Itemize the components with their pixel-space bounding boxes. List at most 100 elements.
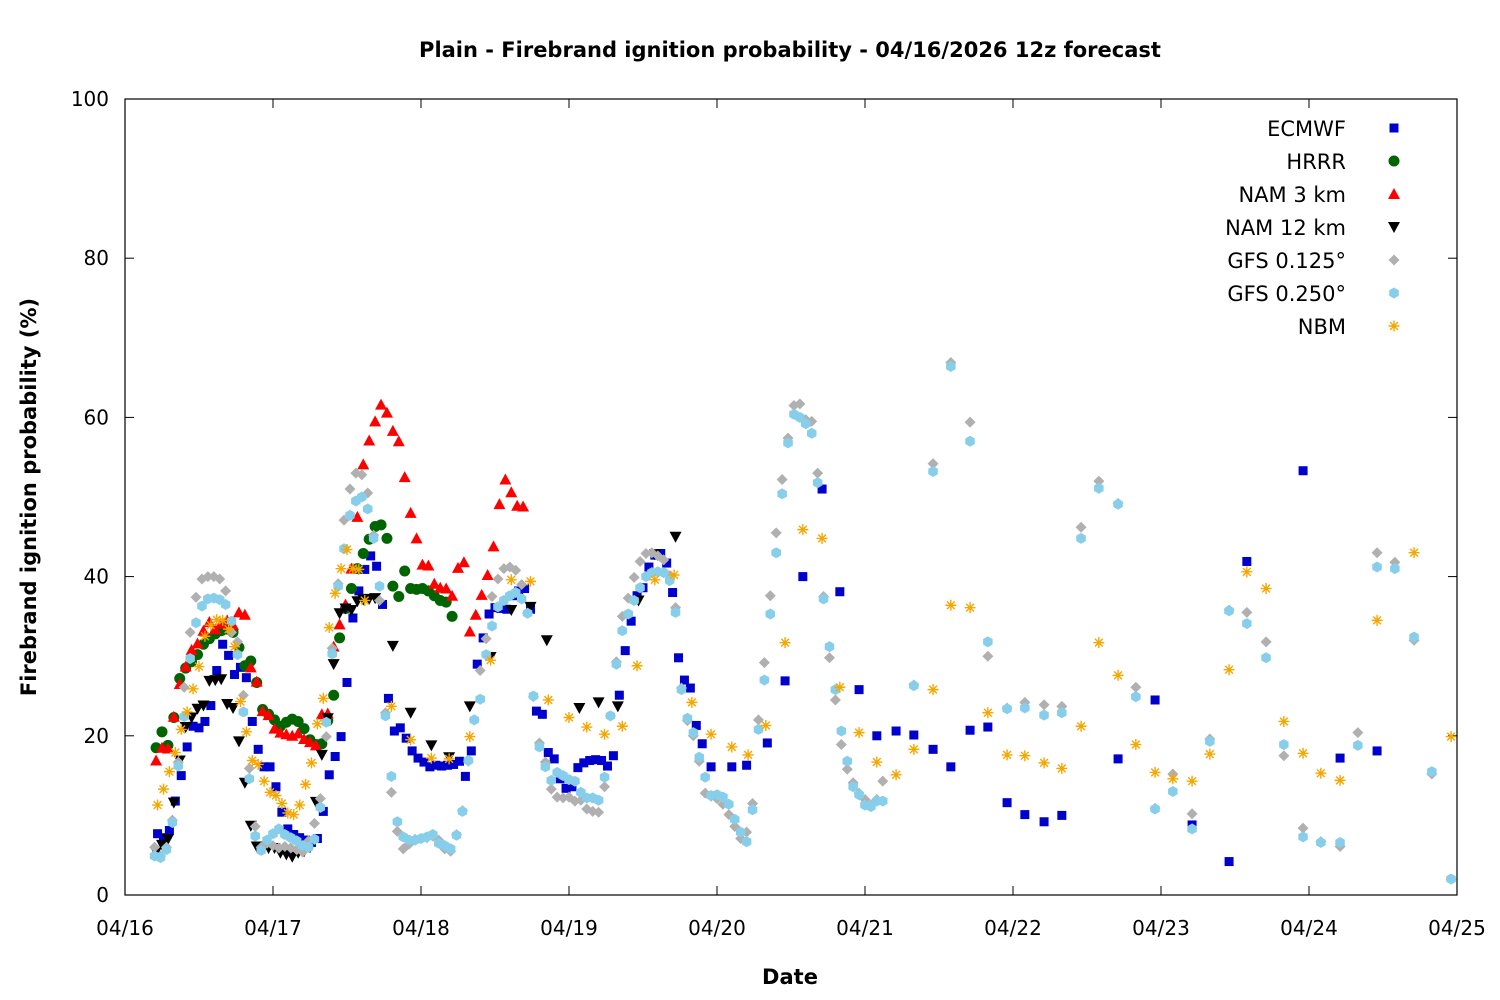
data-point: [1038, 757, 1050, 769]
data-point: [812, 467, 824, 479]
data-point: [232, 736, 245, 748]
data-point: [1297, 822, 1309, 834]
data-point: [246, 754, 258, 766]
data-point: [381, 532, 393, 544]
data-point: [286, 851, 299, 863]
data-point: [194, 723, 204, 733]
data-point: [205, 619, 217, 631]
data-point: [608, 751, 618, 761]
data-point: [1279, 739, 1289, 751]
data-point: [764, 590, 776, 602]
data-point: [383, 693, 393, 703]
data-point: [1353, 739, 1363, 751]
data-point: [161, 742, 174, 754]
data-point: [167, 710, 180, 722]
data-point: [669, 531, 682, 543]
data-point: [191, 637, 204, 649]
data-point: [1298, 831, 1308, 843]
data-point: [385, 700, 397, 712]
data-point: [909, 730, 919, 740]
data-point: [298, 723, 310, 735]
legend-label: NAM 12 km: [1225, 216, 1346, 240]
data-point: [294, 799, 306, 811]
data-point: [1371, 547, 1383, 559]
data-point: [1371, 614, 1383, 626]
data-point: [528, 690, 539, 702]
data-point: [545, 783, 557, 795]
y-tick-label: 20: [84, 724, 109, 748]
data-point: [1298, 466, 1308, 476]
data-point: [649, 574, 661, 586]
data-point: [314, 793, 326, 805]
data-point: [758, 657, 770, 669]
data-point: [1205, 735, 1215, 747]
data-point: [1001, 749, 1013, 761]
data-point: [443, 760, 453, 770]
data-point: [197, 700, 210, 712]
data-point: [505, 605, 518, 617]
data-point: [1223, 664, 1235, 676]
data-point: [499, 473, 512, 485]
data-point: [1204, 748, 1216, 760]
data-point: [520, 584, 530, 594]
data-point: [759, 674, 770, 686]
data-point: [405, 734, 417, 746]
data-point: [842, 755, 852, 767]
data-point: [1094, 482, 1104, 494]
data-points: [149, 356, 1457, 885]
data-point: [446, 589, 459, 601]
x-tick-label: 04/22: [984, 916, 1042, 940]
data-point: [199, 630, 211, 642]
data-point: [626, 616, 636, 626]
data-point: [380, 406, 393, 418]
data-point: [540, 635, 553, 647]
data-point: [182, 742, 192, 752]
data-point: [697, 739, 707, 749]
data-point: [1057, 707, 1067, 719]
data-point: [965, 435, 975, 447]
data-point: [705, 728, 717, 740]
data-point: [599, 781, 611, 793]
data-point: [387, 580, 399, 592]
data-point: [567, 782, 577, 792]
data-point: [428, 577, 441, 589]
data-point: [320, 731, 332, 743]
data-point: [585, 755, 595, 765]
data-point: [730, 813, 740, 825]
data-point: [300, 778, 312, 790]
data-point: [161, 834, 174, 846]
data-point: [890, 769, 902, 781]
x-tick-label: 04/25: [1428, 916, 1486, 940]
data-point: [1261, 652, 1271, 664]
series-gfs-0-250: [149, 361, 1456, 885]
x-tick-label: 04/16: [96, 916, 154, 940]
data-point: [591, 755, 601, 765]
data-point: [209, 623, 222, 635]
chart-title: Plain - Firebrand ignition probability -…: [419, 38, 1161, 62]
data-point: [798, 572, 808, 582]
data-point: [1113, 754, 1123, 764]
data-point: [1427, 766, 1437, 778]
data-point: [176, 771, 186, 781]
data-point: [540, 761, 551, 773]
legend-label: HRRR: [1286, 150, 1346, 174]
data-point: [392, 435, 405, 447]
data-point: [206, 701, 216, 711]
data-point: [927, 458, 939, 470]
data-point: [486, 591, 498, 602]
data-point: [818, 593, 829, 605]
data-point: [824, 641, 835, 653]
data-point: [264, 786, 276, 798]
data-point: [457, 805, 468, 817]
data-point: [353, 563, 365, 575]
data-point: [374, 594, 386, 606]
x-tick-label: 04/18: [392, 916, 450, 940]
data-point: [487, 620, 497, 632]
data-point: [1075, 521, 1087, 533]
y-tick-label: 60: [84, 405, 109, 429]
data-point: [446, 610, 458, 622]
data-point: [1260, 583, 1272, 595]
data-point: [153, 829, 163, 839]
data-point: [360, 564, 370, 574]
data-point: [605, 710, 616, 722]
